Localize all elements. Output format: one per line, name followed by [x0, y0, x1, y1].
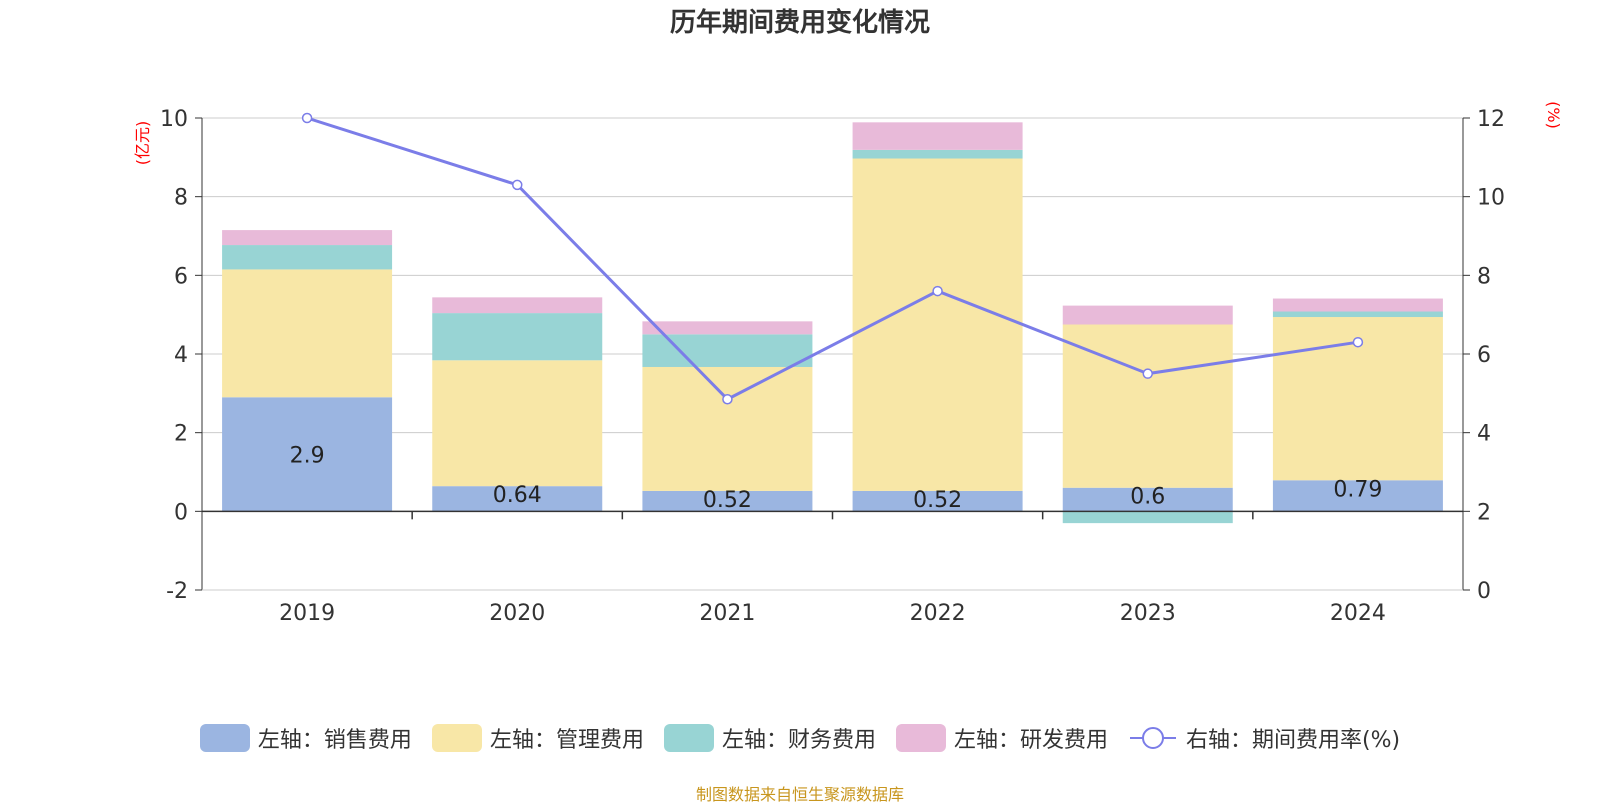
legend-label: 左轴：研发费用	[953, 728, 1108, 753]
legend-swatch	[663, 724, 714, 752]
x-axis-category-label: 2021	[699, 601, 755, 626]
legend-swatch	[431, 724, 482, 752]
legend-swatch	[895, 724, 946, 752]
rate-point	[1352, 336, 1364, 348]
legend-label: 左轴：管理费用	[489, 728, 644, 753]
rate-point	[512, 179, 523, 191]
sales-bar	[1272, 480, 1443, 512]
left-axis-unit: (亿元)	[133, 121, 152, 166]
finance-bar	[432, 313, 603, 361]
sales-data-label: 0.52	[913, 488, 962, 513]
legend-item[interactable]: 左轴：研发费用	[895, 722, 1108, 754]
finance-bar	[222, 245, 393, 270]
right-axis-tick-label: 2	[1477, 500, 1491, 525]
x-axis-category-label: 2020	[489, 601, 545, 626]
source-note: 制图数据来自恒生聚源数据库	[695, 785, 904, 804]
rd-bar	[852, 122, 1023, 150]
rate-point	[1142, 368, 1153, 379]
admin-bar	[852, 158, 1023, 491]
admin-bar	[432, 360, 603, 487]
x-axis-category-label: 2019	[279, 601, 335, 626]
chart-title: 历年期间费用变化情况	[669, 8, 930, 38]
right-axis-tick-label: 8	[1477, 264, 1491, 289]
right-axis-tick-label: 4	[1477, 422, 1491, 447]
right-axis-tick-label: 12	[1477, 107, 1505, 132]
x-axis-category-label: 2022	[910, 601, 966, 626]
rate-point	[301, 112, 313, 124]
left-axis-tick-label: 2	[174, 422, 188, 447]
legend-item[interactable]: 右轴：期间费用率(%)	[1128, 722, 1400, 754]
sales-data-label: 0.6	[1130, 485, 1165, 510]
sales-bar	[642, 490, 813, 512]
rd-bar	[222, 230, 393, 246]
left-axis-tick-label: 6	[174, 264, 188, 289]
sales-bar	[1062, 487, 1233, 512]
legend-item[interactable]: 左轴：销售费用	[199, 722, 412, 754]
legend-swatch	[199, 724, 250, 752]
sales-data-label: 0.52	[703, 488, 752, 513]
left-axis-tick-label: 8	[174, 186, 188, 211]
legend: 左轴：销售费用 左轴：管理费用 左轴：财务费用 左轴：研发费用 右轴：期间费用率(%)	[0, 722, 1600, 754]
right-axis-tick-label: 0	[1477, 579, 1491, 604]
sales-data-label: 0.64	[493, 483, 542, 508]
rd-bar	[1062, 305, 1233, 325]
left-axis-tick-label: 10	[160, 107, 188, 132]
sales-data-label: 0.79	[1333, 477, 1382, 502]
sales-bar	[432, 486, 603, 512]
left-axis-tick-label: -2	[166, 579, 188, 604]
right-axis-unit: (%)	[1544, 101, 1563, 129]
sales-bar	[852, 490, 1023, 512]
rate-point	[932, 285, 943, 297]
legend-label: 左轴：财务费用	[721, 728, 876, 753]
rd-bar	[1272, 298, 1443, 312]
rd-bar	[432, 297, 603, 314]
legend-label: 左轴：销售费用	[257, 728, 412, 753]
right-axis-tick-label: 6	[1477, 343, 1491, 368]
sales-bar	[222, 397, 393, 512]
right-axis-tick-label: 10	[1477, 186, 1505, 211]
x-axis-category-label: 2024	[1330, 601, 1386, 626]
finance-bar	[1272, 311, 1443, 318]
admin-bar	[222, 269, 393, 398]
legend-item[interactable]: 左轴：财务费用	[663, 722, 876, 754]
rd-bar	[642, 321, 813, 335]
finance-bar	[1062, 511, 1233, 524]
legend-label: 右轴：期间费用率(%)	[1185, 728, 1401, 753]
chart-canvas: -2 0 2 4 6 8 10 0 2 4 6 8 10 12 (亿元) (%) 2.9 0.64 0.52 0.52…	[133, 101, 1563, 626]
sales-data-label: 2.9	[290, 443, 325, 468]
finance-bar	[852, 149, 1023, 159]
left-axis-tick-label: 4	[174, 343, 188, 368]
x-axis-category-label: 2023	[1120, 601, 1176, 626]
rate-line	[306, 116, 1359, 402]
rate-point	[722, 393, 733, 405]
left-axis-tick-label: 0	[174, 500, 188, 525]
admin-bar	[642, 366, 813, 491]
legend-line-marker-icon	[1129, 727, 1176, 749]
legend-item[interactable]: 左轴：管理费用	[431, 722, 644, 754]
